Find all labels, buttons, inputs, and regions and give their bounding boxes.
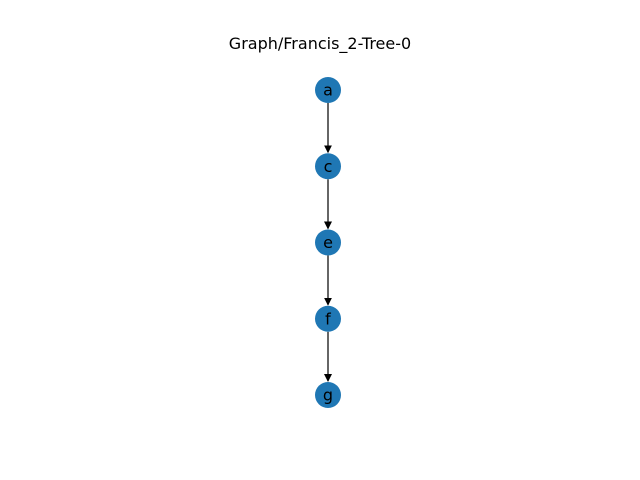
node-circle — [315, 305, 341, 332]
node-label: g — [323, 386, 333, 405]
node-a: a — [315, 77, 341, 103]
graph-title: Graph/Francis_2-Tree-0 — [228, 34, 412, 53]
node-circle — [315, 229, 341, 256]
node-g: g — [315, 382, 341, 408]
node-e: e — [315, 229, 341, 256]
nodes-layer: a c e f g — [315, 77, 341, 408]
node-label: c — [324, 157, 333, 176]
node-f: f — [315, 305, 341, 332]
node-c: c — [315, 153, 341, 180]
node-circle — [315, 77, 341, 103]
node-circle — [315, 153, 341, 180]
node-label: f — [325, 309, 331, 328]
node-circle — [315, 382, 341, 408]
node-label: e — [323, 233, 333, 252]
node-label: a — [323, 81, 333, 100]
